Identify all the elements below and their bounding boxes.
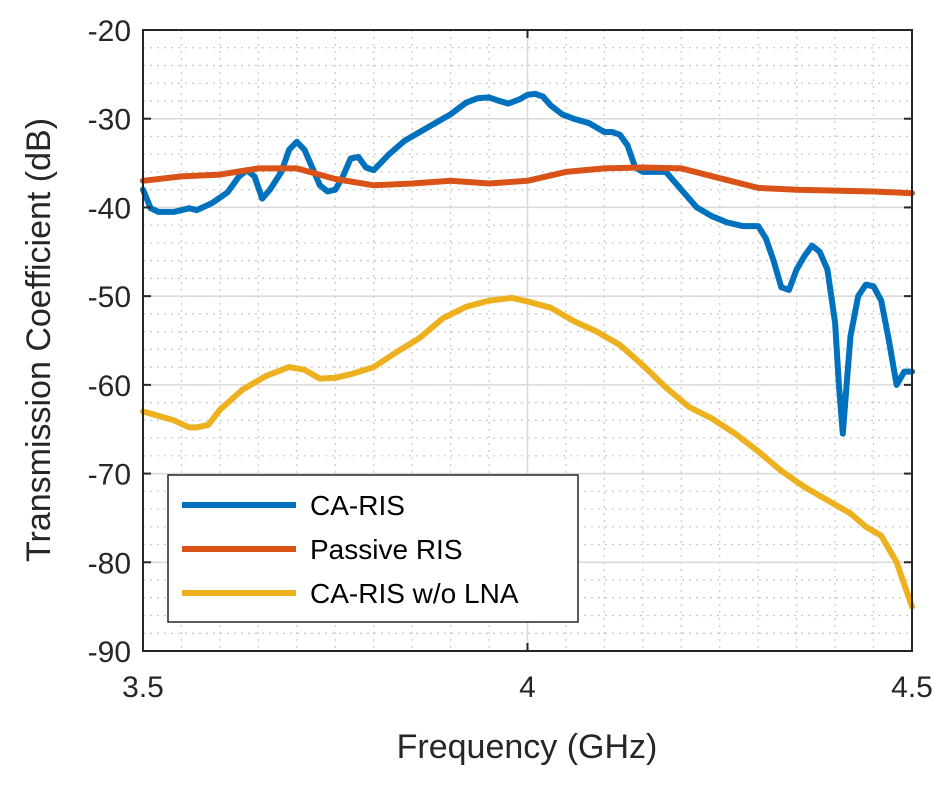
- y-tick-label: -50: [88, 281, 131, 314]
- series-line-ca-ris-w-o-lna: [140, 294, 915, 610]
- legend-label: CA-RIS w/o LNA: [310, 578, 519, 609]
- x-tick-label: 3.5: [122, 671, 164, 704]
- y-tick-label: -20: [88, 15, 131, 48]
- tick-labels: -20 -30 -40 -50 -60 -70 -80 -903.5 4 4.5: [88, 15, 933, 704]
- y-tick-label: -30: [88, 104, 131, 137]
- legend: CA-RIS Passive RIS CA-RIS w/o LNA: [167, 474, 579, 623]
- y-tick-label: -90: [88, 636, 131, 669]
- plot-lines: [140, 90, 915, 610]
- series-line-ca-ris: [140, 90, 915, 437]
- x-tick-label: 4: [519, 671, 536, 704]
- y-tick-label: -70: [88, 459, 131, 492]
- legend-label: Passive RIS: [310, 534, 463, 565]
- legend-label: CA-RIS: [310, 490, 405, 521]
- y-axis-title: Transmission Coefficient (dB): [20, 118, 58, 562]
- y-tick-label: -60: [88, 370, 131, 403]
- y-tick-label: -80: [88, 547, 131, 580]
- x-tick-label: 4.5: [891, 671, 933, 704]
- axes: [142, 29, 913, 652]
- x-axis-title: Frequency (GHz): [397, 728, 658, 766]
- y-tick-label: -40: [88, 192, 131, 225]
- series-line-passive-ris: [140, 164, 915, 197]
